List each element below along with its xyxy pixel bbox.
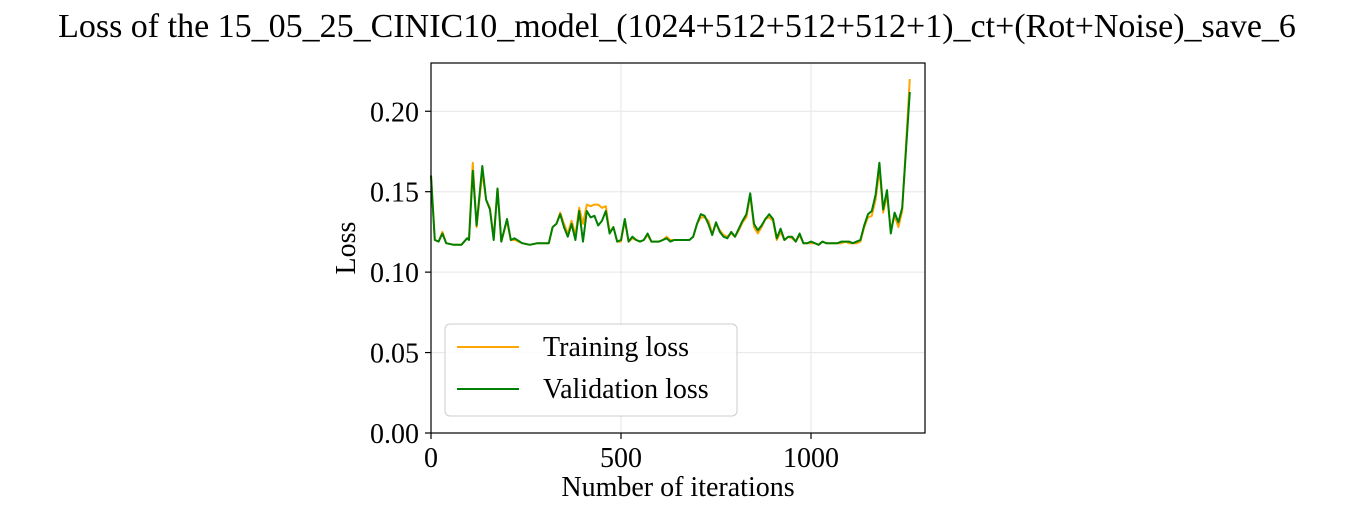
x-tick-label: 500 — [600, 443, 642, 474]
legend: Training loss Validation loss — [444, 323, 738, 417]
chart-title: Loss of the 15_05_25_CINIC10_model_(1024… — [58, 8, 1296, 45]
y-tick-label: 0.00 — [370, 419, 419, 450]
y-tick-label: 0.05 — [370, 339, 419, 370]
series-line-training-loss — [430, 79, 911, 246]
legend-label-training: Training loss — [543, 332, 689, 363]
plot-frame — [430, 62, 926, 434]
series-lines — [430, 79, 911, 246]
series-line-validation-loss — [430, 91, 911, 246]
axis-ticks: 0 500 1000 0.00 0.05 0.10 0.15 0.20 — [370, 97, 839, 474]
y-tick-label: 0.20 — [370, 97, 419, 128]
legend-label-validation: Validation loss — [543, 374, 709, 405]
x-tick-label: 1000 — [783, 443, 839, 474]
x-tick-label: 0 — [424, 443, 438, 474]
y-axis-label: Loss — [331, 222, 362, 275]
y-tick-label: 0.10 — [370, 258, 419, 289]
y-tick-label: 0.15 — [370, 178, 419, 209]
x-axis-label: Number of iterations — [561, 472, 794, 503]
